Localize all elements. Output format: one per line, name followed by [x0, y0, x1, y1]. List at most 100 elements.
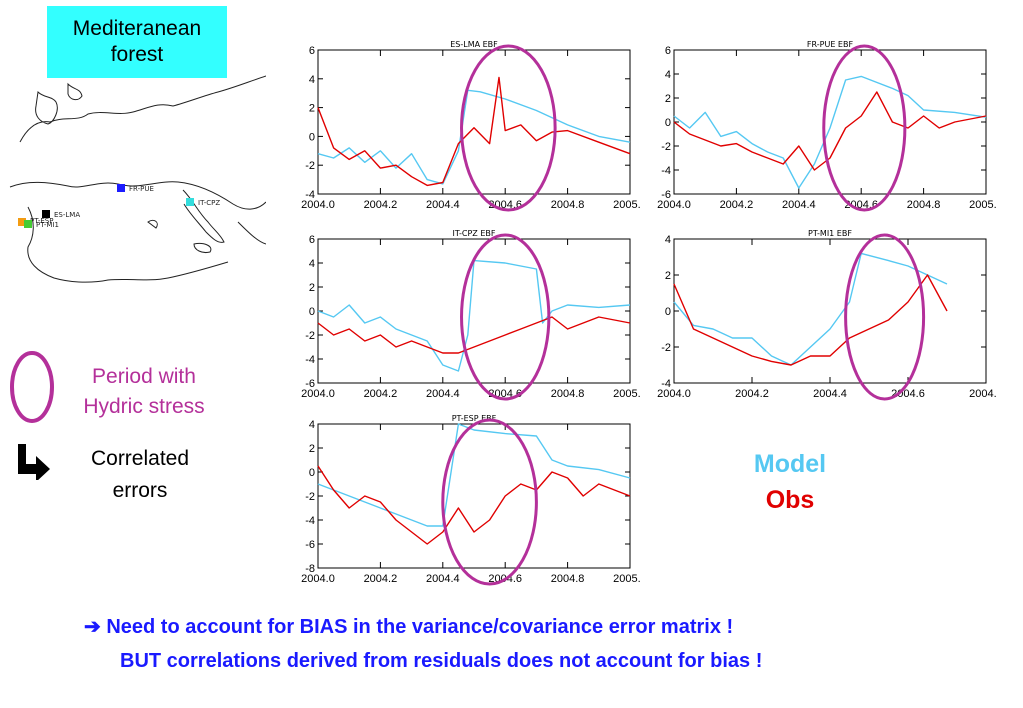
stress-period-ellipse: [460, 44, 557, 212]
y-tick-label: -4: [305, 189, 315, 201]
x-tick-label: 2005.0: [969, 199, 996, 211]
series-line-obs: [317, 76, 631, 187]
x-tick-label: 2004.4: [426, 199, 460, 211]
obs-legend-label: Obs: [765, 486, 815, 514]
x-tick-label: 2004.8: [907, 199, 941, 211]
bias-note-line-2: BUT correlations derived from residuals …: [120, 650, 763, 672]
y-tick-label: -4: [305, 515, 315, 527]
y-tick-label: 2: [309, 443, 315, 455]
model-legend-label: Model: [753, 450, 827, 478]
plot-frame: [673, 238, 987, 384]
map-site-marker: [42, 210, 50, 218]
chart-it-cpz: IT-CPZ EBF -6 -4 -2 0 2 4 6 2004.0 2004.2 2004.4 20…: [300, 225, 647, 410]
map-site-label: PT-ESP: [30, 217, 53, 225]
map-site-label: ES-LMA: [54, 211, 80, 219]
y-tick-label: 0: [309, 131, 315, 143]
stress-legend-circle-icon: [10, 351, 54, 423]
chart-svg: PT-ESP EBF -8 -6 -4 -2 0 2 4 2004.0 2004.2 2004.4 2…: [301, 414, 647, 586]
x-tick-label: 2004.8: [551, 199, 585, 211]
x-tick-label: 2004.0: [301, 199, 335, 211]
chart-title: FR-PUE EBF: [807, 40, 854, 49]
stress-period-ellipse: [844, 233, 926, 401]
y-tick-label: 0: [665, 306, 671, 318]
y-tick-label: -6: [661, 189, 671, 201]
y-tick-label: -2: [661, 342, 671, 354]
y-tick-label: -4: [305, 354, 315, 366]
series-line-model: [673, 252, 948, 366]
y-tick-label: 4: [665, 234, 671, 246]
x-tick-label: 2004.0: [301, 573, 335, 585]
x-tick-label: 2004.4: [813, 388, 847, 400]
x-tick-label: 2004.8: [551, 573, 585, 585]
region-label: Mediteranean forest: [72, 17, 202, 66]
series-line-obs: [317, 465, 631, 545]
series-line-model: [317, 89, 631, 185]
x-tick-label: 2004.4: [782, 199, 816, 211]
y-tick-label: -4: [661, 378, 671, 390]
y-tick-label: -2: [305, 330, 315, 342]
x-tick-label: 2004.8: [969, 388, 996, 400]
x-tick-label: 2004.0: [301, 388, 335, 400]
bias-note-line-1: ➔ Need to account for BIAS in the varian…: [84, 616, 734, 638]
map-site-label: IT-CPZ: [198, 199, 220, 207]
y-tick-label: -8: [305, 563, 315, 575]
x-tick-label: 2004.2: [364, 199, 398, 211]
x-tick-label: 2005.0: [613, 388, 640, 400]
stress-period-ellipse: [460, 233, 551, 401]
y-tick-label: -2: [305, 160, 315, 172]
y-tick-label: -2: [661, 141, 671, 153]
stress-period-ellipse: [822, 44, 907, 212]
map-site-marker: [117, 184, 125, 192]
series-line-model: [673, 75, 987, 189]
y-tick-label: 6: [309, 234, 315, 246]
y-tick-label: 6: [309, 45, 315, 57]
x-tick-label: 2004.2: [364, 388, 398, 400]
y-tick-label: 4: [309, 74, 315, 86]
y-tick-label: -6: [305, 378, 315, 390]
x-tick-label: 2005.0: [613, 199, 640, 211]
y-tick-label: -4: [661, 165, 671, 177]
y-tick-label: -6: [305, 539, 315, 551]
chart-title: PT-ESP EBF: [452, 414, 497, 423]
x-tick-label: 2004.2: [735, 388, 769, 400]
series-line-model: [317, 259, 631, 372]
chart-title: PT-MI1 EBF: [808, 229, 852, 238]
series-line-model: [317, 423, 631, 527]
map-coastline: [9, 75, 266, 283]
chart-pt-mi1: PT-MI1 EBF -4 -2 0 2 4 2004.0 2004.2 2004.4 2004.…: [656, 225, 1003, 410]
chart-svg: IT-CPZ EBF -6 -4 -2 0 2 4 6 2004.0 2004.2 2004.4 20…: [301, 229, 647, 401]
series-line-obs: [673, 91, 987, 171]
x-tick-label: 2004.2: [720, 199, 754, 211]
stress-legend-ellipse: [10, 351, 54, 423]
y-tick-label: 2: [309, 103, 315, 115]
chart-es-lma: ES-LMA EBF -4 -2 0 2 4 6 2004.0 2004.2 2004.4 2004…: [300, 36, 647, 221]
arrow-down-right-icon: [18, 444, 50, 480]
map-site-marker: [18, 218, 26, 226]
y-tick-label: 4: [309, 419, 315, 431]
x-tick-label: 2004.4: [426, 573, 460, 585]
y-tick-label: -2: [305, 491, 315, 503]
stress-legend-label: Period with Hydric stress: [83, 365, 205, 418]
map-site-marker: [24, 220, 32, 228]
chart-svg: PT-MI1 EBF -4 -2 0 2 4 2004.0 2004.2 2004.4 2004.…: [657, 229, 1003, 401]
y-tick-label: 2: [665, 93, 671, 105]
y-tick-label: 0: [309, 467, 315, 479]
map-site-label: PT-MI1: [36, 221, 59, 229]
chart-title: IT-CPZ EBF: [453, 229, 496, 238]
y-tick-label: 0: [309, 306, 315, 318]
chart-pt-esp: PT-ESP EBF -8 -6 -4 -2 0 2 4 2004.0 2004.2 2004.4 2…: [300, 410, 647, 595]
chart-fr-pue: FR-PUE EBF -6 -4 -2 0 2 4 6 2004.0 2004.2 2004.4 20…: [656, 36, 1003, 221]
region-label-box: Mediteranean forest: [47, 6, 227, 78]
chart-title: ES-LMA EBF: [450, 40, 498, 49]
x-tick-label: 2004.4: [426, 388, 460, 400]
chart-svg: FR-PUE EBF -6 -4 -2 0 2 4 6 2004.0 2004.2 2004.4 20…: [657, 40, 1003, 212]
y-tick-label: 4: [665, 69, 671, 81]
map-site-marker: [186, 198, 194, 206]
chart-svg: ES-LMA EBF -4 -2 0 2 4 6 2004.0 2004.2 2004.4 2004…: [301, 40, 647, 212]
x-tick-label: 2004.0: [657, 199, 691, 211]
correlated-errors-label: Correlated errors: [90, 447, 190, 502]
series-line-obs: [673, 274, 948, 366]
y-tick-label: 0: [665, 117, 671, 129]
